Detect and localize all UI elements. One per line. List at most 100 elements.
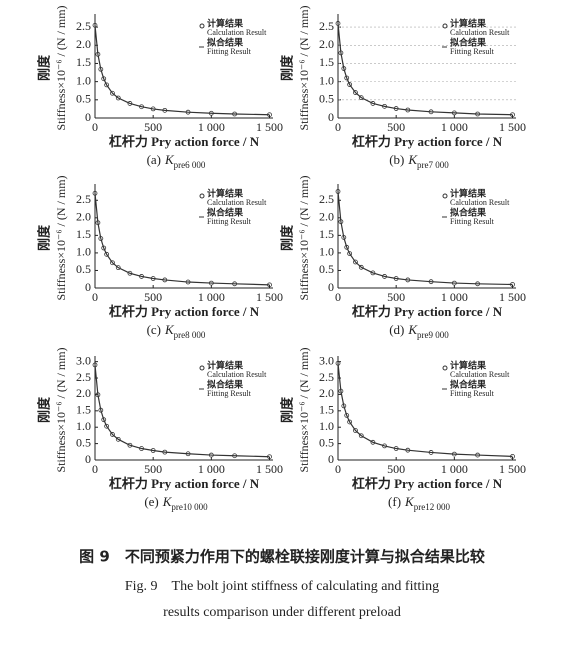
y-axis-label: 刚度 xyxy=(280,54,296,81)
legend-label: 拟合结果 xyxy=(207,37,244,49)
y-tick-label: 0.5 xyxy=(319,262,334,276)
data-point xyxy=(115,436,121,442)
legend-label: Calculation Result xyxy=(207,28,267,37)
legend-label: 拟合结果 xyxy=(207,207,244,219)
y-tick-label: 0.5 xyxy=(76,262,91,276)
legend-marker xyxy=(442,365,448,371)
caption-en: results comparison under different prelo… xyxy=(163,605,401,620)
data-point xyxy=(104,423,110,429)
y-tick-label: 0.5 xyxy=(319,92,334,106)
k-subscript: pre12 000 xyxy=(414,502,451,512)
x-tick-label: 1 500 xyxy=(256,120,283,134)
legend-label: 拟合结果 xyxy=(207,379,244,391)
y-tick-label: 1.5 xyxy=(76,403,91,417)
x-tick-label: 500 xyxy=(387,290,405,304)
y-tick-label: 1.5 xyxy=(319,227,334,241)
y-axis-label: Stiffness×10⁻⁶ / (N / mm) xyxy=(297,175,311,300)
x-tick-label: 1 500 xyxy=(499,290,526,304)
subplot-caption: (b) Kpre7 000 xyxy=(389,152,449,170)
x-tick-label: 500 xyxy=(144,462,162,476)
legend-marker xyxy=(442,193,448,199)
y-axis-label: Stiffness×10⁻⁶ / (N / mm) xyxy=(54,347,68,472)
data-point xyxy=(358,264,364,270)
y-tick-label: 0.5 xyxy=(76,435,91,449)
y-tick-label: 1.5 xyxy=(76,55,91,69)
y-tick-label: 1.0 xyxy=(319,419,334,433)
x-tick-label: 500 xyxy=(144,120,162,134)
legend-label: Fitting Result xyxy=(207,47,252,56)
fit-line xyxy=(94,193,270,286)
k-subscript: pre8 000 xyxy=(174,330,206,340)
subplot-caption: (d) Kpre9 000 xyxy=(389,322,449,340)
data-point xyxy=(110,432,115,437)
k-subscript: pre10 000 xyxy=(171,502,208,512)
y-axis-label: 刚度 xyxy=(280,224,296,251)
y-tick-label: 0 xyxy=(85,110,91,124)
k-symbol: K xyxy=(407,322,418,337)
x-tick-label: 0 xyxy=(92,290,98,304)
data-point xyxy=(110,260,115,266)
subplot-caption: (f) Kpre12 000 xyxy=(388,494,450,512)
k-symbol: K xyxy=(162,494,173,509)
subplot-letter: (c) xyxy=(147,322,161,337)
legend-label: Calculation Result xyxy=(207,198,267,207)
y-tick-label: 1.0 xyxy=(319,245,334,259)
y-tick-label: 1.0 xyxy=(76,73,91,87)
y-tick-label: 2.0 xyxy=(319,210,334,224)
data-point xyxy=(104,82,110,88)
y-tick-label: 2.5 xyxy=(319,192,334,206)
x-tick-label: 500 xyxy=(387,120,405,134)
caption-cn: 图 9 不同预紧力作用下的螺栓联接刚度计算与拟合结果比较 xyxy=(79,548,485,566)
y-axis-label: Stiffness×10⁻⁶ / (N / mm) xyxy=(54,5,68,130)
y-tick-label: 2.0 xyxy=(76,386,91,400)
legend-label: 拟合结果 xyxy=(450,379,487,391)
y-tick-label: 3.0 xyxy=(76,353,91,367)
legend-marker xyxy=(199,365,205,371)
y-tick-label: 0 xyxy=(328,452,334,466)
caption-en: Fig. 9 The bolt joint stiffness of calcu… xyxy=(125,579,439,594)
y-axis-label: Stiffness×10⁻⁶ / (N / mm) xyxy=(54,175,68,300)
y-tick-label: 1.0 xyxy=(76,419,91,433)
subplot-letter: (e) xyxy=(144,494,158,509)
fit-line xyxy=(337,363,513,457)
fit-line xyxy=(337,191,513,286)
data-point xyxy=(353,259,358,265)
y-tick-label: 1.5 xyxy=(319,403,334,417)
legend-label: Fitting Result xyxy=(450,389,495,398)
x-tick-label: 1 500 xyxy=(499,462,526,476)
x-axis-label: 杠杆力 Pry action force / N xyxy=(352,476,503,491)
x-axis-label: 杠杆力 Pry action force / N xyxy=(109,476,260,491)
y-tick-label: 0 xyxy=(328,280,334,294)
y-tick-label: 0 xyxy=(328,110,334,124)
data-point xyxy=(347,82,353,87)
x-axis-label: 杠杆力 Pry action force / N xyxy=(109,304,260,319)
legend-label: Calculation Result xyxy=(207,370,267,379)
x-tick-label: 0 xyxy=(335,120,341,134)
y-tick-label: 1.0 xyxy=(319,73,334,87)
y-tick-label: 1.5 xyxy=(76,227,91,241)
y-tick-label: 2.5 xyxy=(76,19,91,33)
legend-label: Calculation Result xyxy=(450,28,510,37)
y-tick-label: 2.5 xyxy=(76,370,91,384)
x-tick-label: 1 000 xyxy=(441,120,468,134)
x-tick-label: 500 xyxy=(387,462,405,476)
x-tick-label: 1 000 xyxy=(198,120,225,134)
y-axis-label: 刚度 xyxy=(37,54,53,81)
x-tick-label: 500 xyxy=(144,290,162,304)
y-axis-label: Stiffness×10⁻⁶ / (N / mm) xyxy=(297,5,311,130)
data-point xyxy=(358,95,364,101)
data-point xyxy=(353,90,358,95)
legend-label: 计算结果 xyxy=(450,18,487,30)
data-point xyxy=(115,95,121,101)
x-tick-label: 0 xyxy=(92,120,98,134)
x-axis-label: 杠杆力 Pry action force / N xyxy=(352,304,503,319)
data-point xyxy=(358,433,364,439)
y-tick-label: 1.0 xyxy=(76,245,91,259)
x-tick-label: 1 000 xyxy=(441,290,468,304)
data-point xyxy=(347,251,353,257)
x-axis-label: 杠杆力 Pry action force / N xyxy=(352,134,503,149)
legend-marker xyxy=(199,23,205,29)
k-symbol: K xyxy=(164,152,175,167)
subplot-caption: (c) Kpre8 000 xyxy=(147,322,206,340)
x-tick-label: 1 000 xyxy=(441,462,468,476)
